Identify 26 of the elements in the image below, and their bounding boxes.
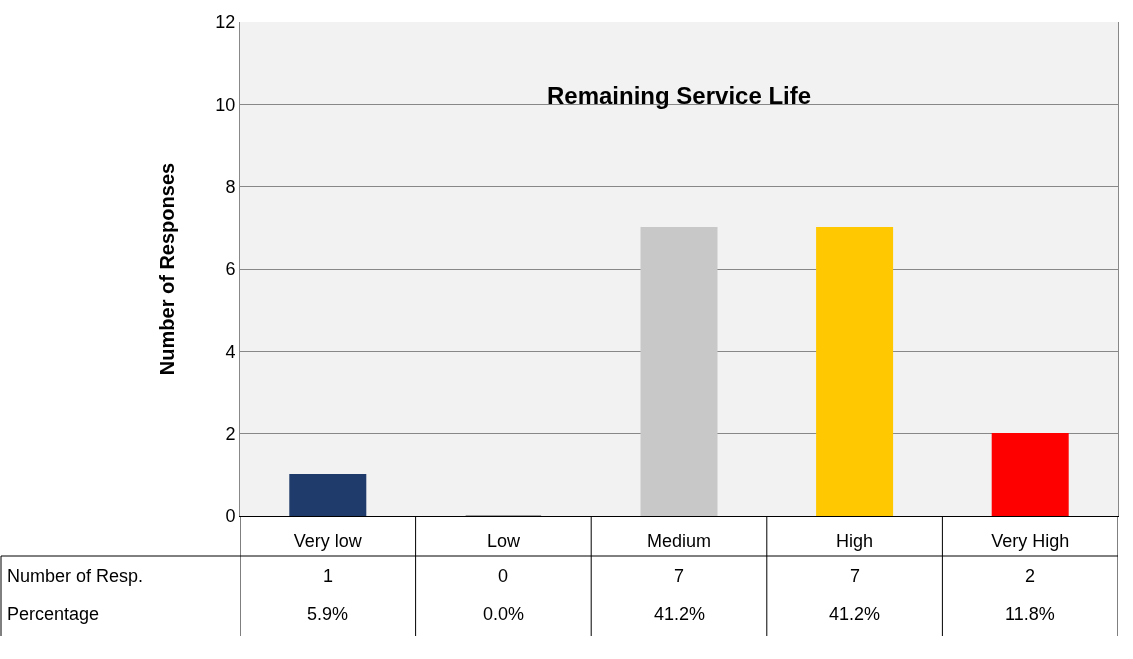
data-label: 7 — [850, 566, 861, 586]
x-tick-label: High — [836, 530, 874, 551]
x-tick-label: Medium — [646, 530, 712, 551]
y-tick-label: 2 — [225, 423, 236, 444]
text: Remaining Service Life — [547, 82, 812, 109]
text: 11.8% — [1005, 604, 1055, 624]
y-tick-label: 8 — [225, 176, 236, 197]
y-tick-label: 4 — [225, 341, 236, 362]
y-tick-label: 12 — [215, 12, 236, 33]
y-tick-label: 0 — [225, 506, 236, 527]
x-tick-label: Very High — [991, 530, 1070, 551]
data-label: 7 — [674, 566, 685, 586]
text: 0.0% — [483, 604, 525, 624]
text: 41.2% — [654, 604, 706, 624]
y-axis-title: Number of Responses — [155, 162, 178, 376]
text: Number of Resp. — [7, 566, 144, 586]
data-label: 0 — [498, 566, 509, 586]
text: Percentage — [7, 604, 100, 624]
y-tick-label: 10 — [215, 94, 236, 115]
data-label: 2 — [1025, 566, 1036, 586]
data-label: 1 — [323, 566, 334, 586]
text: 41.2% — [829, 604, 881, 624]
x-tick-label: Very low — [293, 530, 363, 551]
text: 5.9% — [307, 604, 349, 624]
y-tick-label: 6 — [225, 259, 236, 280]
x-tick-label: Low — [486, 530, 521, 551]
